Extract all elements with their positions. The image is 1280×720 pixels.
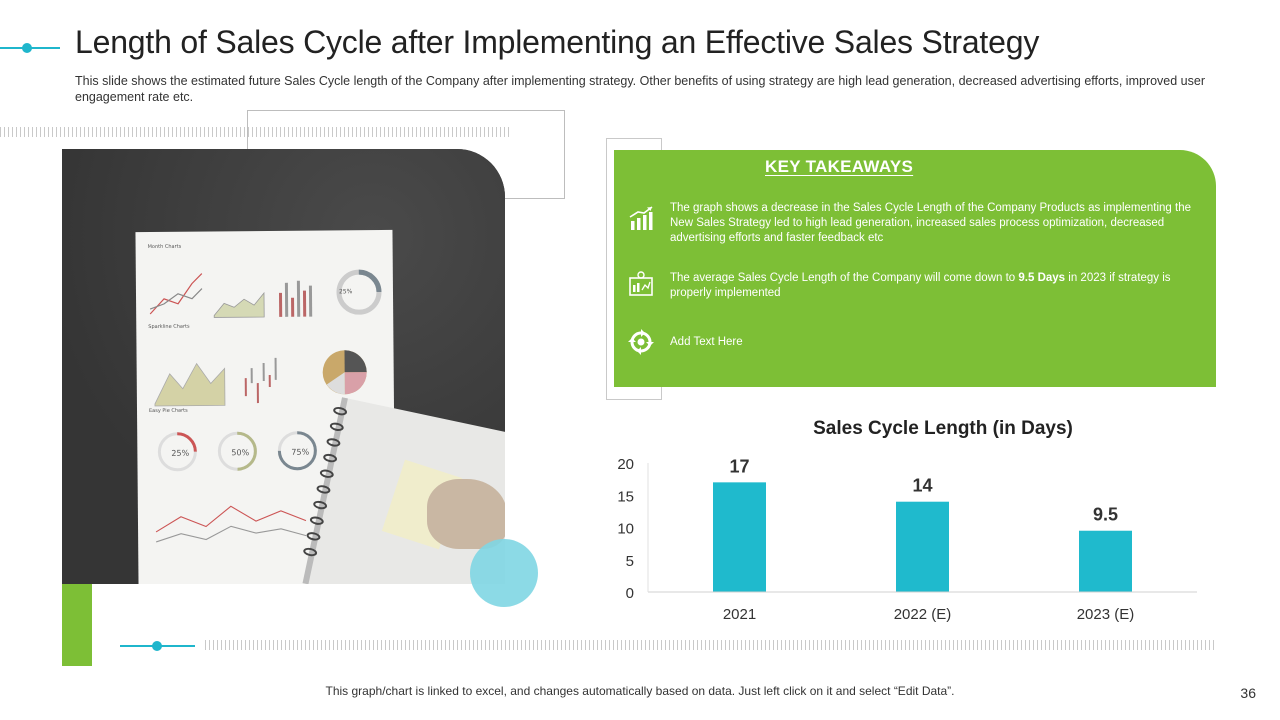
- bar-data-label: 14: [912, 476, 932, 496]
- bar: [713, 482, 766, 592]
- paper-donut-label-1: 25%: [171, 448, 190, 458]
- x-tick-label: 2021: [723, 606, 756, 623]
- paper-mini-charts-row-1: [149, 269, 382, 318]
- bar-data-label: 17: [729, 456, 749, 476]
- takeaway-item-2-text: The average Sales Cycle Length of the Co…: [670, 272, 1019, 284]
- y-tick-label: 10: [617, 521, 634, 538]
- paper-mini-charts-row-2: [154, 350, 367, 407]
- title-decoration-dot: [22, 43, 32, 53]
- footer-note: This graph/chart is linked to excel, and…: [325, 684, 955, 698]
- bar-data-label: 9.5: [1093, 505, 1118, 525]
- decorative-stripe-top: [0, 127, 512, 137]
- decorative-green-bar: [62, 584, 92, 666]
- paper-donut-label-2: 50%: [231, 448, 250, 458]
- cycle-icon: [628, 329, 654, 355]
- paper-mini-charts-row-3: [155, 431, 317, 543]
- bar: [1079, 530, 1132, 592]
- decorative-teal-circle: [470, 539, 538, 607]
- slide-title: Length of Sales Cycle after Implementing…: [75, 24, 1040, 60]
- paper-donut-label-top: 25%: [338, 288, 353, 296]
- title-decoration: [0, 43, 60, 53]
- chart-bars: 17 14 9.5: [713, 456, 1132, 592]
- decorative-stripe-bottom: [205, 640, 1217, 650]
- footer-decoration-dot: [152, 641, 162, 651]
- page-number: 36: [1240, 685, 1256, 701]
- x-tick-label: 2023 (E): [1077, 606, 1135, 623]
- growth-chart-icon: [629, 206, 653, 230]
- photo-paper: Month Charts 25% Sparkline Charts Easy P…: [135, 229, 396, 584]
- takeaway-item-2-text-end: in 2023 if strategy is properly implemen…: [670, 272, 1171, 299]
- takeaways-panel: [614, 150, 1216, 387]
- takeaway-item-2: The average Sales Cycle Length of the Co…: [670, 271, 1200, 301]
- takeaways-title: KEY TAKEAWAYS: [765, 157, 914, 176]
- photo-hand: [427, 479, 505, 549]
- footer-decoration: [120, 641, 195, 651]
- paper-donut-label-3: 75%: [291, 447, 310, 457]
- takeaway-item-3: Add Text Here: [670, 336, 743, 348]
- paper-heading-1: Month Charts: [147, 243, 182, 251]
- chart-y-axis: 0 5 10 15 20: [617, 456, 634, 602]
- bar: [896, 501, 949, 592]
- report-icon: [629, 271, 653, 296]
- chart-x-axis: 2021 2022 (E) 2023 (E): [723, 606, 1134, 623]
- bar-chart-svg: Sales Cycle Length (in Days) 0 5 10 15 20 17…: [617, 418, 1197, 623]
- bar-chart: Sales Cycle Length (in Days) 0 5 10 15 20 17…: [600, 405, 1220, 640]
- slide-subtitle: This slide shows the estimated future Sa…: [75, 74, 1205, 104]
- y-tick-label: 20: [617, 456, 634, 473]
- y-tick-label: 0: [626, 585, 634, 602]
- paper-heading-3: Easy Pie Charts: [148, 407, 188, 415]
- y-tick-label: 5: [626, 553, 634, 570]
- x-tick-label: 2022 (E): [894, 606, 952, 623]
- photo-charts-on-desk: Month Charts 25% Sparkline Charts Easy P…: [62, 149, 505, 584]
- takeaway-item-1: The graph shows a decrease in the Sales …: [670, 202, 1191, 244]
- takeaway-item-2-highlight: 9.5 Days: [1018, 272, 1066, 284]
- y-tick-label: 15: [617, 488, 634, 505]
- paper-heading-2: Sparkline Charts: [148, 323, 190, 331]
- chart-title: Sales Cycle Length (in Days): [813, 418, 1073, 439]
